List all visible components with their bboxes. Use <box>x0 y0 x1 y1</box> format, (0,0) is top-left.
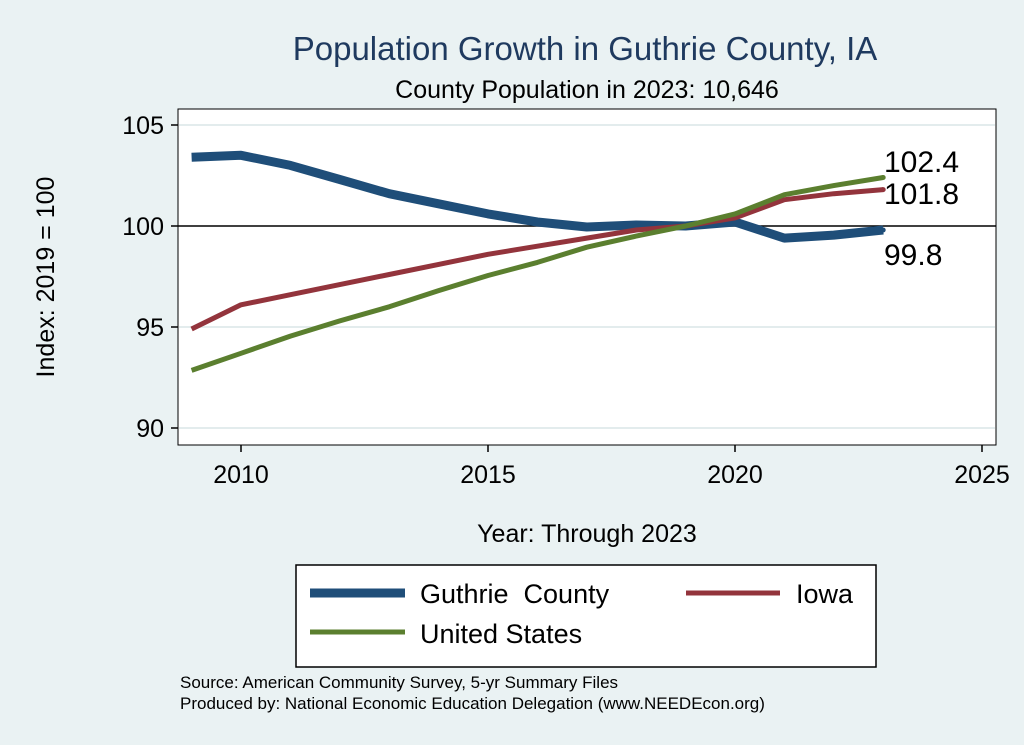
x-tick-label: 2025 <box>954 461 1010 489</box>
legend: Guthrie County Iowa United States <box>310 579 854 649</box>
y-tick-label: 100 <box>122 213 164 241</box>
series-endpoint <box>880 175 886 181</box>
chart-subtitle: County Population in 2023: 10,646 <box>395 76 779 104</box>
y-tick-label: 105 <box>122 112 164 140</box>
axes: 90 95 100 105 2010 2015 2020 2025 <box>122 112 1010 489</box>
y-tick-label: 90 <box>136 415 164 443</box>
series-endpoint <box>880 187 886 193</box>
end-label-guthrie-county: 99.8 <box>884 239 942 272</box>
x-axis-label: Year: Through 2023 <box>477 520 697 548</box>
series-line-iowa <box>190 187 884 332</box>
legend-label: Iowa <box>796 579 854 609</box>
plot-area <box>177 108 997 446</box>
x-tick-label: 2020 <box>707 461 763 489</box>
series-lines <box>190 150 886 373</box>
series-endpoint <box>880 227 886 233</box>
legend-label: Guthrie County <box>420 579 610 609</box>
y-axis-label: Index: 2019 = 100 <box>32 177 60 378</box>
end-label-united-states: 102.4 <box>884 146 959 179</box>
x-tick-label: 2015 <box>460 461 516 489</box>
legend-label: United States <box>420 619 582 649</box>
x-tick-label: 2010 <box>213 461 269 489</box>
chart-title: Population Growth in Guthrie County, IA <box>293 30 878 67</box>
legend-box <box>295 564 877 668</box>
source-note: Source: American Community Survey, 5-yr … <box>180 673 618 692</box>
series-line-united-states <box>190 175 884 373</box>
y-tick-label: 95 <box>136 314 164 342</box>
series-line-guthrie-county <box>191 150 884 243</box>
produced-by-note: Produced by: National Economic Education… <box>180 694 765 713</box>
end-label-iowa: 101.8 <box>884 178 959 211</box>
